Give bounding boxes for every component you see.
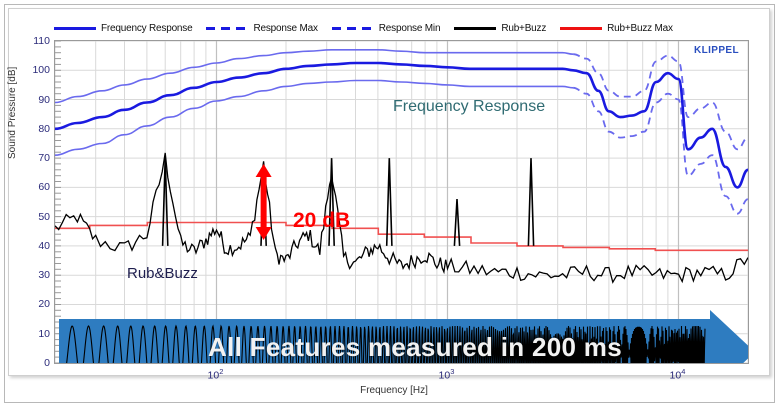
legend-swatch-response-min [331,26,374,30]
y-tick-0: 0 [44,357,50,369]
legend-label-response-max: Response Max [253,22,318,34]
plot-frame: KLIPPEL Frequency Response Rub&Buzz 20 d… [54,40,749,364]
y-tick-30: 30 [38,269,50,282]
y-tick-80: 80 [38,122,50,135]
legend-label-rub-buzz-max: Rub+Buzz Max [607,22,673,34]
y-tick-100: 100 [32,64,50,77]
x-tick-1e4: 104 [669,367,686,382]
y-tick-40: 40 [38,239,50,252]
annotation-20db-label: 20 dB [293,209,351,232]
y-axis-title: Sound Pressure [dB] [7,66,18,159]
legend-item-frequency-response[interactable]: Frequency Response [54,22,193,34]
legend-item-response-max[interactable]: Response Max [206,22,318,34]
series-response-min-dashed [573,86,748,215]
rub-buzz-spike [527,158,535,246]
banner-label: All Features measured in 200 ms [208,332,622,362]
chart-legend: Frequency Response Response Max Response… [54,19,754,37]
annotation-frequency-response: Frequency Response [393,98,546,115]
y-minor-ticks [55,41,61,363]
rub-buzz-spike [328,158,335,246]
chart-canvas [55,41,748,363]
legend-swatch-response-max [206,26,249,30]
annotation-rub-buzz: Rub&Buzz [127,265,198,282]
chirp-waveform [66,324,706,363]
banner-arrow [59,310,748,363]
x-axis-title: Frequency [Hz] [360,385,428,396]
y-axis-tick-labels: 110 100 90 80 70 60 50 40 30 20 10 0 [9,35,50,369]
plot-area: KLIPPEL Frequency Response Rub&Buzz 20 d… [54,40,749,364]
rub-buzz-spike [453,199,461,246]
x-tick-1e2: 102 [207,367,224,382]
legend-label-frequency-response: Frequency Response [101,22,193,34]
legend-label-rub-buzz: Rub+Buzz [501,22,547,34]
y-tick-50: 50 [38,210,50,223]
y-tick-60: 60 [38,181,50,194]
rub-buzz-spike [385,158,393,246]
gridlines [55,41,748,363]
series-rub-buzz [55,152,748,284]
klippel-watermark: KLIPPEL [693,45,739,56]
legend-swatch-rub-buzz-max [560,26,603,30]
series-response-max-dashed [573,53,748,151]
y-tick-110: 110 [33,35,50,47]
y-tick-70: 70 [38,152,50,165]
series-response-max [55,49,574,104]
series-response-min [55,79,574,156]
rub-buzz-spike [161,158,169,246]
chart-card: Frequency Response Response Max Response… [7,8,770,396]
y-tick-90: 90 [38,93,50,106]
y-tick-20: 20 [38,298,50,311]
legend-swatch-frequency-response [54,26,96,30]
y-tick-10: 10 [38,327,50,340]
series-rub-buzz-max [55,221,748,252]
x-axis-tick-labels: 102 103 104 [54,367,749,383]
legend-item-rub-buzz[interactable]: Rub+Buzz [454,23,546,34]
twenty-db-arrow [255,163,272,241]
x-tick-1e3: 103 [438,367,455,382]
legend-swatch-rub-buzz [454,26,497,30]
legend-item-rub-buzz-max[interactable]: Rub+Buzz Max [560,23,673,34]
legend-item-response-min[interactable]: Response Min [331,22,441,34]
legend-label-response-min: Response Min [378,22,441,34]
series-frequency-response [55,61,748,189]
